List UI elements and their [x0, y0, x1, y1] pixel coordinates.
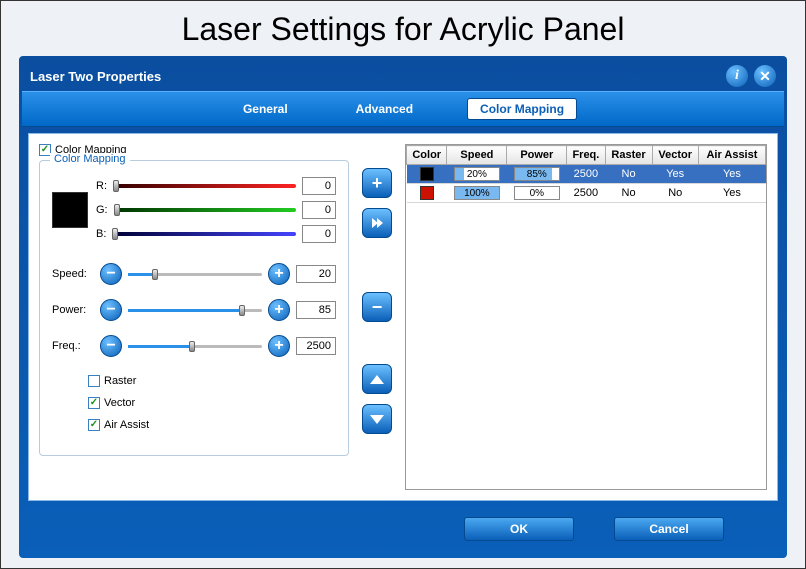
air-assist-label: Air Assist: [104, 419, 149, 431]
row-power-cell: 85%: [514, 167, 560, 181]
remove-button[interactable]: −: [362, 292, 392, 322]
row-speed-cell: 100%: [454, 186, 500, 200]
tab-advanced[interactable]: Advanced: [342, 98, 427, 120]
tab-color-mapping[interactable]: Color Mapping: [467, 98, 577, 120]
row-raster: No: [605, 184, 652, 203]
color-mapping-fieldset: Color Mapping R: G:: [39, 160, 349, 456]
air-assist-checkbox[interactable]: ✓: [88, 419, 100, 431]
vector-checkbox[interactable]: ✓: [88, 397, 100, 409]
mapping-table: Color Speed Power Freq. Raster Vector Ai…: [406, 145, 766, 203]
left-column: ✓ Color Mapping Color Mapping R: G:: [39, 144, 349, 490]
power-label: Power:: [52, 304, 94, 316]
power-minus-button[interactable]: −: [100, 299, 122, 321]
g-label: G:: [96, 204, 108, 216]
col-vector[interactable]: Vector: [652, 146, 698, 165]
row-color-swatch: [420, 186, 434, 200]
b-slider[interactable]: [112, 232, 296, 236]
options-group: Raster ✓ Vector ✓ Air Assist: [88, 375, 336, 431]
row-vector: No: [652, 184, 698, 203]
cancel-button[interactable]: Cancel: [614, 517, 724, 541]
add-button[interactable]: +: [362, 168, 392, 198]
titlebar: Laser Two Properties i ✕: [22, 59, 784, 91]
plus-icon: +: [372, 173, 383, 194]
color-swatch-row: R: G: B:: [52, 171, 336, 249]
rgb-sliders: R: G: B:: [96, 171, 336, 249]
col-color[interactable]: Color: [407, 146, 447, 165]
speed-slider[interactable]: [128, 273, 262, 276]
freq-label: Freq.:: [52, 340, 94, 352]
color-swatch: [52, 192, 88, 228]
tab-general[interactable]: General: [229, 98, 302, 120]
raster-label: Raster: [104, 375, 136, 387]
g-input[interactable]: [302, 201, 336, 219]
freq-plus-button[interactable]: +: [268, 335, 290, 357]
freq-minus-button[interactable]: −: [100, 335, 122, 357]
freq-input[interactable]: [296, 337, 336, 355]
row-vector: Yes: [652, 165, 698, 184]
row-power-cell: 0%: [514, 186, 560, 200]
table-row[interactable]: 100%0%2500NoNoYes: [407, 184, 766, 203]
fieldset-legend: Color Mapping: [50, 153, 130, 165]
info-icon[interactable]: i: [726, 65, 748, 87]
row-speed-cell: 20%: [454, 167, 500, 181]
ok-button[interactable]: OK: [464, 517, 574, 541]
g-slider[interactable]: [114, 208, 296, 212]
forward-icon: [372, 218, 383, 228]
apply-button[interactable]: [362, 208, 392, 238]
window-title: Laser Two Properties: [30, 69, 720, 84]
move-up-button[interactable]: [362, 364, 392, 394]
speed-input[interactable]: [296, 265, 336, 283]
mapping-table-wrap: Color Speed Power Freq. Raster Vector Ai…: [405, 144, 767, 490]
panel-body: ✓ Color Mapping Color Mapping R: G:: [28, 133, 778, 501]
dialog-window: Laser Two Properties i ✕ General Advance…: [19, 56, 787, 558]
dialog-footer: OK Cancel: [22, 507, 784, 555]
power-slider[interactable]: [128, 309, 262, 312]
minus-icon: −: [372, 297, 383, 318]
freq-slider[interactable]: [128, 345, 262, 348]
arrow-up-icon: [370, 375, 384, 384]
row-raster: No: [605, 165, 652, 184]
arrow-down-icon: [370, 415, 384, 424]
col-freq[interactable]: Freq.: [567, 146, 605, 165]
speed-minus-button[interactable]: −: [100, 263, 122, 285]
row-color-swatch: [420, 167, 434, 181]
r-input[interactable]: [302, 177, 336, 195]
close-icon[interactable]: ✕: [754, 65, 776, 87]
action-column: + −: [359, 144, 395, 490]
b-label: B:: [96, 228, 106, 240]
page-title: Laser Settings for Acrylic Panel: [1, 1, 805, 56]
col-air[interactable]: Air Assist: [698, 146, 765, 165]
r-label: R:: [96, 180, 107, 192]
col-speed[interactable]: Speed: [447, 146, 507, 165]
tab-bar: General Advanced Color Mapping: [22, 91, 784, 127]
row-air: Yes: [698, 165, 765, 184]
b-input[interactable]: [302, 225, 336, 243]
row-freq: 2500: [567, 184, 605, 203]
power-plus-button[interactable]: +: [268, 299, 290, 321]
vector-label: Vector: [104, 397, 135, 409]
speed-plus-button[interactable]: +: [268, 263, 290, 285]
col-raster[interactable]: Raster: [605, 146, 652, 165]
raster-checkbox[interactable]: [88, 375, 100, 387]
power-input[interactable]: [296, 301, 336, 319]
col-power[interactable]: Power: [507, 146, 567, 165]
move-down-button[interactable]: [362, 404, 392, 434]
row-freq: 2500: [567, 165, 605, 184]
speed-label: Speed:: [52, 268, 94, 280]
r-slider[interactable]: [113, 184, 296, 188]
table-row[interactable]: 20%85%2500NoYesYes: [407, 165, 766, 184]
row-air: Yes: [698, 184, 765, 203]
